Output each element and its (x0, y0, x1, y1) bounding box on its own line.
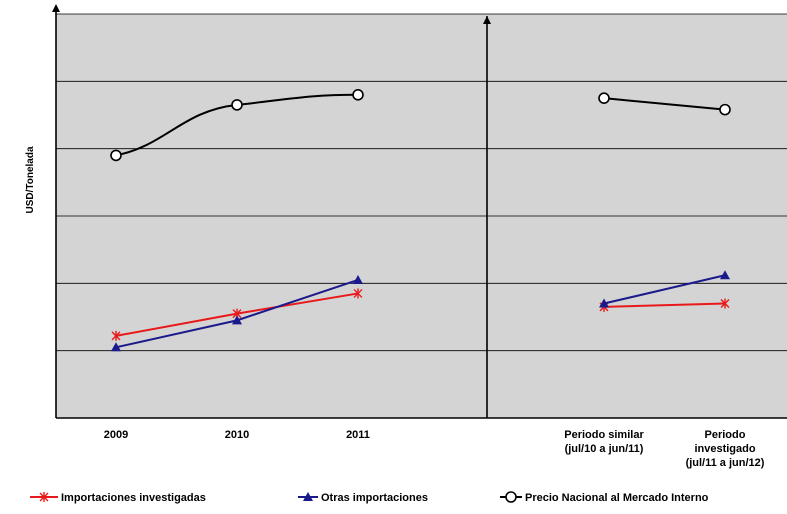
line-importaciones-investigadas-segment-1 (603, 302, 726, 308)
series-otras-importaciones (111, 270, 730, 352)
x-tick-label-1: 2010 (225, 429, 249, 441)
point-precio-nacional-1 (231, 99, 243, 111)
point-precio-nacional-5 (719, 103, 731, 116)
axes (52, 4, 787, 419)
point-otras-importaciones-2 (353, 274, 363, 284)
y-axis-arrow (52, 4, 60, 12)
legend-item-precio-nacional: Precio Nacional al Mercado Interno (500, 491, 709, 504)
legend-marker-precio-nacional (505, 491, 517, 503)
point-otras-importaciones-5 (720, 270, 730, 280)
separator-axis-arrow (483, 16, 491, 24)
legend-item-importaciones-investigadas: Importaciones investigadas (30, 492, 206, 504)
x-tick-label-4: Periodo similar (jul/10 a jun/11) (564, 429, 644, 455)
point-importaciones-investigadas-0 (111, 330, 121, 341)
legend-label-importaciones-investigadas: Importaciones investigadas (61, 492, 206, 504)
point-importaciones-investigadas-5 (720, 298, 730, 309)
x-tick-label-0: 2009 (104, 429, 128, 441)
line-precio-nacional-segment-1 (603, 97, 726, 111)
legend-marker-importaciones-investigadas (39, 492, 49, 502)
point-otras-importaciones-4 (599, 298, 609, 308)
x-tick-labels: 2009 2010 2011 Periodo similar (jul/10 a jun… (104, 429, 765, 469)
y-axis-label: USD/Tonelada (25, 146, 36, 213)
line-otras-importaciones-segment-1 (603, 274, 726, 305)
point-precio-nacional-0 (110, 149, 122, 162)
series-importaciones-investigadas (111, 288, 730, 341)
legend-label-precio-nacional: Precio Nacional al Mercado Interno (525, 492, 709, 504)
legend-marker-otras-importaciones (303, 492, 313, 501)
point-otras-importaciones-0 (111, 342, 121, 352)
series-group (110, 89, 731, 352)
legend: Importaciones investigadas Otras importac… (30, 491, 709, 504)
gridlines (56, 13, 787, 352)
x-tick-label-5: Periodo investigado (jul/11 a jun/12) (686, 429, 765, 469)
point-precio-nacional-4 (598, 92, 610, 104)
legend-label-otras-importaciones: Otras importaciones (321, 492, 428, 504)
series-precio-nacional (110, 89, 731, 162)
point-importaciones-investigadas-2 (353, 288, 363, 299)
x-tick-label-2: 2011 (346, 429, 370, 441)
legend-item-otras-importaciones: Otras importaciones (298, 492, 428, 504)
point-otras-importaciones-1 (232, 315, 242, 325)
point-precio-nacional-2 (352, 89, 364, 101)
